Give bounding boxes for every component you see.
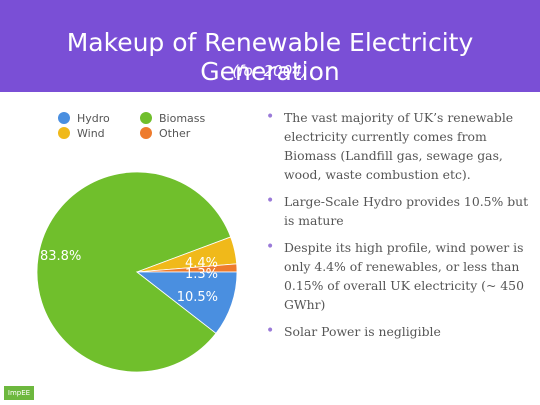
bullet-item: • The vast majority of UK’s renewable ele… bbox=[258, 108, 533, 184]
data-label-other: 1.3% bbox=[185, 267, 218, 282]
bullet-text: Solar Power is negligible bbox=[284, 324, 441, 339]
bullet-text: Despite its high profile, wind power is … bbox=[284, 240, 524, 312]
data-label-biomass: 83.8% bbox=[40, 249, 81, 264]
bullet-list: • The vast majority of UK’s renewable ele… bbox=[258, 108, 533, 349]
bullet-text: Large-Scale Hydro provides 10.5% but is … bbox=[284, 194, 529, 228]
bullet-marker: • bbox=[266, 239, 275, 255]
bullet-item: • Large-Scale Hydro provides 10.5% but is… bbox=[258, 192, 533, 230]
bullet-text: The vast majority of UK’s renewable elec… bbox=[284, 110, 514, 182]
pie-slice-hydro bbox=[135, 271, 238, 334]
bullet-item: • Despite its high profile, wind power is… bbox=[258, 238, 533, 314]
bullet-marker: • bbox=[266, 109, 275, 125]
pie-slice-biomass bbox=[36, 171, 232, 373]
title-banner: Makeup of Renewable Electricity Generati… bbox=[0, 0, 540, 92]
data-label-hydro: 10.5% bbox=[177, 290, 218, 305]
bullet-item: • Solar Power is negligible bbox=[258, 322, 533, 341]
page-title: Makeup of Renewable Electricity Generati… bbox=[66, 28, 474, 86]
bullet-marker: • bbox=[266, 193, 275, 209]
impee-logo: ImpEE bbox=[4, 386, 34, 400]
bullet-marker: • bbox=[266, 323, 275, 339]
page-subtitle: (for 2004) bbox=[232, 62, 308, 80]
data-label-wind: 4.4% bbox=[185, 256, 218, 271]
